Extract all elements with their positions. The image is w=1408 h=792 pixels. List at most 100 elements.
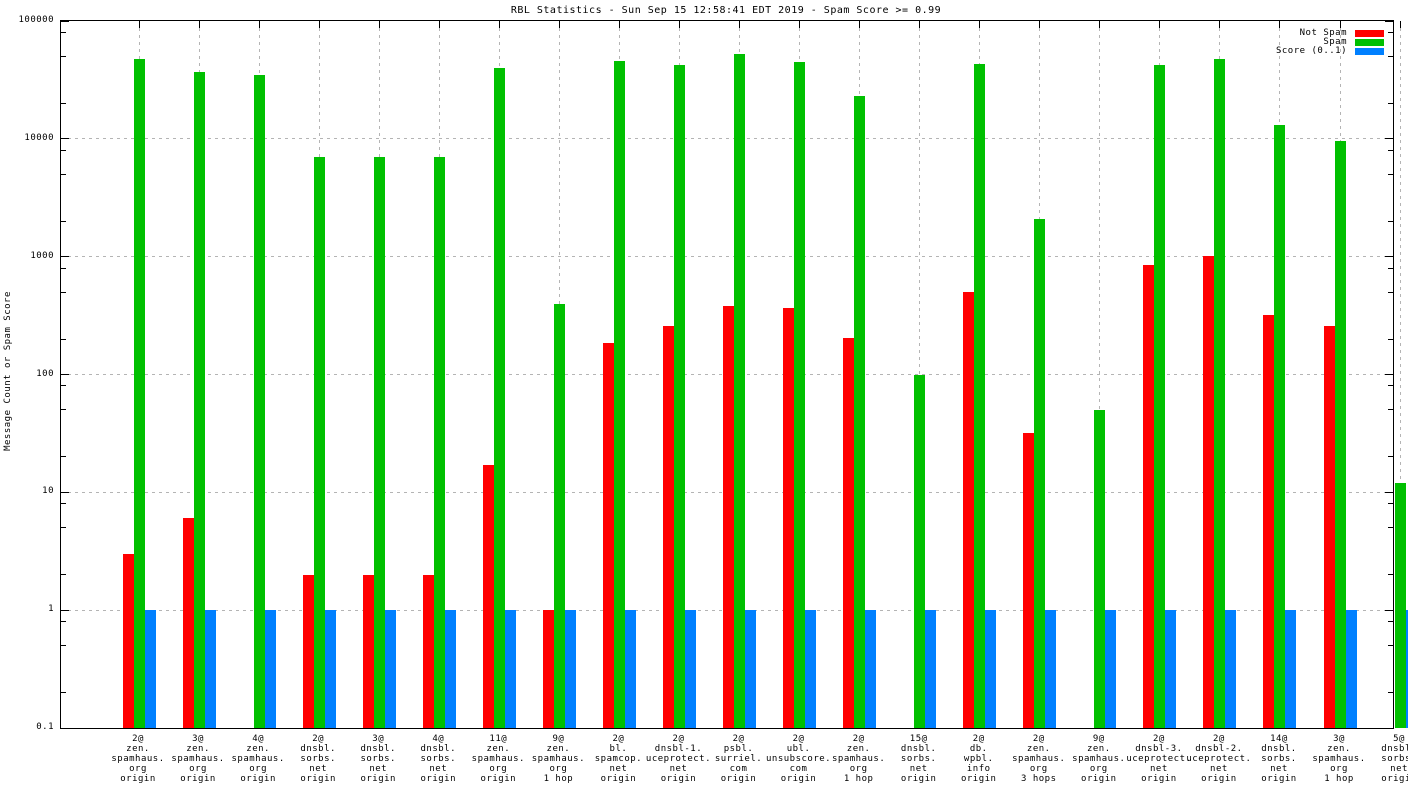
score-bar [324,610,336,728]
not-spam-bar [963,292,975,728]
spam-bar [613,60,625,728]
spam-bar [734,54,746,728]
x-category-label-line: psbl. [723,744,754,754]
x-category-label-line: spamhaus. [111,754,165,764]
x-category-label-line: 2@ [1032,734,1045,744]
score-bar [805,610,817,728]
not-spam-bar [1263,314,1275,728]
y-major-tick-left [61,727,69,729]
x-category-label-line: org [849,764,868,774]
y-minor-tick-left [61,503,66,505]
spam-bar [373,157,385,728]
x-category-label-line: spamhaus. [231,754,285,764]
x-category-label-line: net [1270,764,1288,774]
y-minor-tick-left [61,338,66,340]
x-tick-top [1399,21,1401,28]
x-category-label-line: zen. [186,744,210,754]
x-category-label-line: 3@ [192,734,204,744]
x-category-label-line: net [909,764,928,774]
spam-bar [1034,218,1046,728]
x-category-label-line: origin [120,774,156,784]
y-minor-tick-right [1388,527,1393,529]
x-category-label: 15@ dnsbl. sorbs. net origin [883,734,955,784]
x-tick-top [138,21,140,28]
x-category-label: 2@ bl. spamcop. net origin [582,734,654,784]
y-minor-tick-right [1388,409,1393,411]
x-category-label-line: surriel. [714,754,763,764]
spam-bar [1214,58,1226,728]
spam-bar [914,374,926,728]
x-category-label-line: zen. [546,744,571,754]
y-minor-tick-right [1388,149,1393,151]
not-spam-bar [122,553,134,728]
x-category-label-line: origin [1381,774,1408,784]
x-category-label-line: 2@ [312,734,325,744]
spam-bar [493,67,505,728]
x-category-label-line: origin [1261,774,1297,784]
spam-bar [1274,125,1286,728]
legend-label-score: Score (0..1) [1275,46,1347,56]
y-minor-tick-left [61,385,66,387]
x-category-label-line: org [489,764,508,774]
y-minor-tick-right [1388,173,1393,175]
x-category-label-line: db. [969,744,988,754]
x-category-label-line: dnsbl. [1261,744,1297,754]
x-category-label-line: zen. [126,744,150,754]
not-spam-bar [422,574,434,728]
x-tick-top [678,21,680,28]
x-category-label-line: 2@ [672,734,685,744]
legend-item-not-spam: Not Spam [1276,28,1384,38]
score-bar [684,610,696,728]
x-tick-top [1219,21,1221,28]
chart-title: RBL Statistics - Sun Sep 15 12:58:41 EDT… [510,5,942,16]
legend-swatch-score-icon [1355,47,1384,55]
y-major-tick-left [61,138,69,140]
y-major-tick-left [61,491,69,493]
x-category-label-line: dnsbl. [1381,744,1408,754]
spam-bar [794,61,806,728]
x-category-label-line: unsubscore. [766,754,832,764]
x-category-label-line: sorbs. [360,754,396,764]
x-category-label: 2@ zen. spamhaus. org 1 hop [823,734,895,784]
plot-area [60,20,1408,729]
legend-swatch-not-spam-icon [1355,29,1384,37]
y-tick-label: 1000 [30,250,54,261]
x-category-label-line: origin [300,774,336,784]
x-category-label-line: origin [600,774,637,784]
x-category-label-line: sorbs. [1261,754,1297,764]
spam-bar [253,74,265,728]
x-category-label-line: wpbl. [963,754,994,764]
y-minor-tick-right [1388,55,1393,57]
spam-bar [313,157,325,728]
x-category-label-line: origin [720,774,757,784]
y-minor-tick-right [1388,621,1393,623]
x-category-label: 9@ zen. spamhaus. org 1 hop [522,734,594,784]
x-tick-top [318,21,320,28]
y-minor-tick-right [1388,574,1393,576]
x-category-label-line: 9@ [1092,734,1105,744]
spam-bar [673,65,685,728]
spam-bar [1094,409,1106,728]
y-major-tick-right [1385,491,1393,493]
score-bar [1045,610,1057,728]
x-category-label-line: 2@ [1213,734,1225,744]
y-minor-tick-left [61,291,66,293]
x-category-label: 2@ db. wpbl. info origin [943,734,1015,784]
legend: Not Spam Spam Score (0..1) [1275,28,1384,56]
not-spam-bar [1203,255,1215,728]
x-category-label-line: 2@ [132,734,144,744]
x-category-label-line: org [189,764,207,774]
x-category-label-line: 2@ [612,734,625,744]
spam-bar [553,303,565,728]
not-spam-bar [362,574,374,728]
y-major-tick-left [61,374,69,375]
y-major-tick-right [1385,138,1393,140]
spam-bar [193,71,205,728]
y-minor-tick-left [61,102,66,104]
y-minor-tick-left [61,173,66,175]
x-category-label-line: spamhaus. [171,754,225,764]
score-bar [204,610,216,728]
not-spam-bar [662,325,674,728]
y-minor-tick-left [61,645,66,647]
x-category-label: 2@ zen. spamhaus. org 3 hops [1003,734,1075,784]
